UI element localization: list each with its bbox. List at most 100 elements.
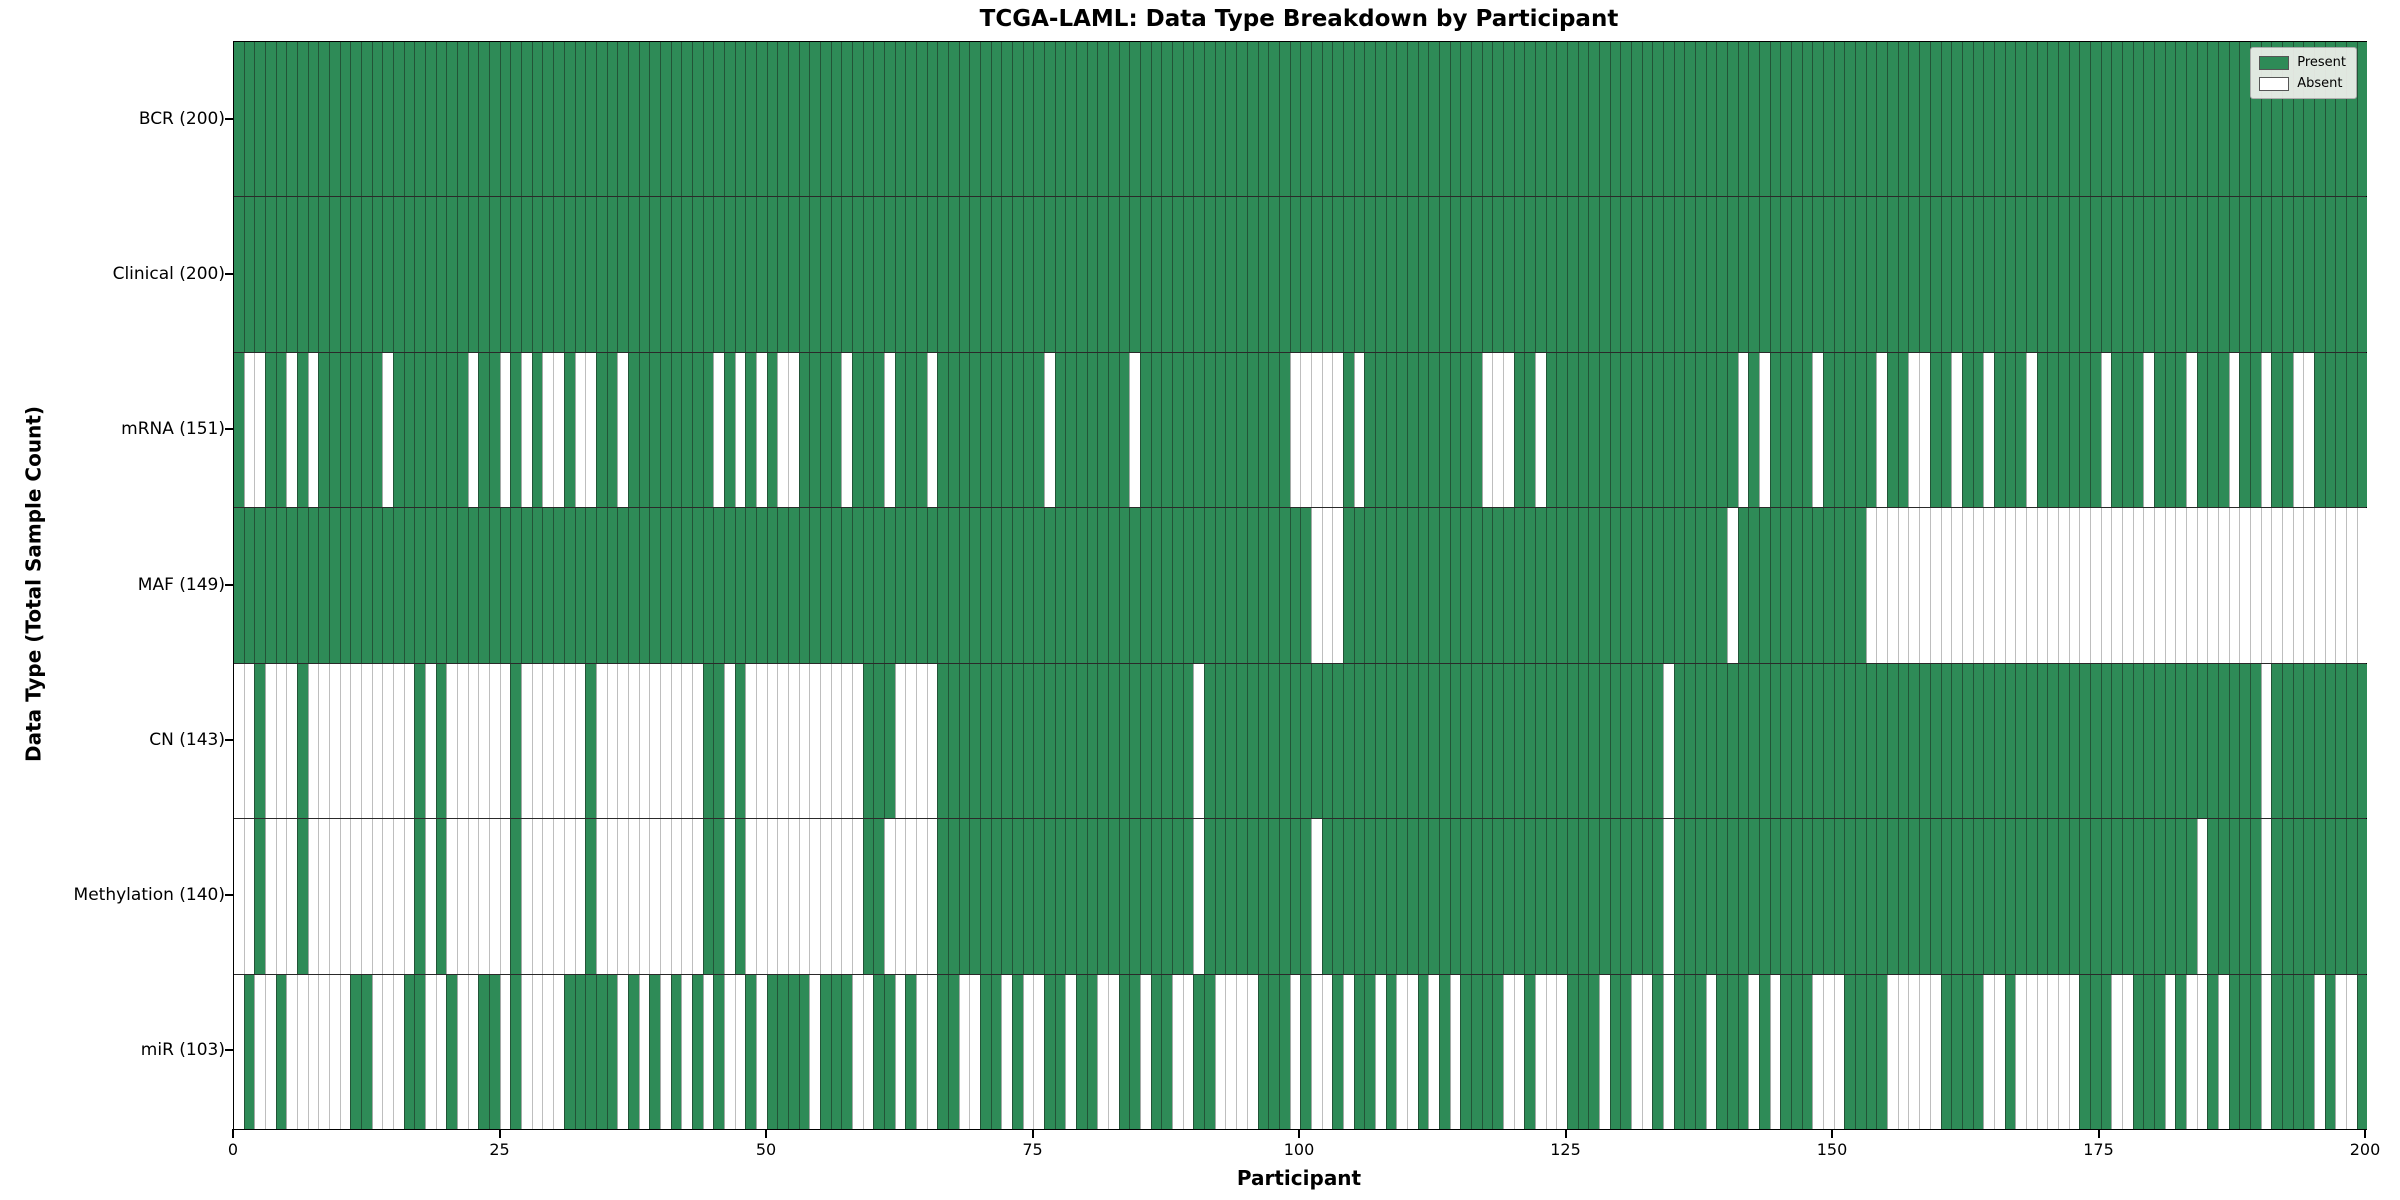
cell	[2314, 819, 2325, 974]
cell	[329, 42, 340, 197]
cell	[574, 197, 586, 352]
cell	[1673, 42, 1685, 197]
cell	[1727, 663, 1738, 819]
cell	[2207, 352, 2218, 508]
cell	[393, 352, 404, 508]
cell	[585, 974, 596, 1129]
cell	[1588, 819, 1599, 974]
cell	[2004, 197, 2016, 352]
cell	[1118, 508, 1130, 663]
cell	[691, 42, 703, 197]
cell	[243, 352, 255, 508]
cell	[1406, 352, 1418, 508]
cell	[265, 42, 276, 197]
cell	[1012, 197, 1023, 352]
cell	[2260, 508, 2272, 663]
cell	[265, 974, 276, 1129]
cell	[361, 819, 372, 974]
cell	[1716, 974, 1728, 1129]
cell	[2346, 42, 2357, 197]
cell	[883, 352, 895, 508]
cell	[1097, 508, 1109, 663]
cell	[777, 197, 788, 352]
cell	[1577, 197, 1589, 352]
cell	[2196, 197, 2208, 352]
cell	[1727, 819, 1738, 974]
cell	[2249, 508, 2261, 663]
cell	[1599, 819, 1610, 974]
cell	[1684, 508, 1696, 663]
cell	[1268, 819, 1279, 974]
cell	[1385, 197, 1397, 352]
cell	[553, 352, 564, 508]
x-tick-mark	[2097, 1129, 2100, 1138]
cell	[1534, 819, 1546, 974]
cell	[1470, 663, 1482, 819]
row-label-Methylation: Methylation (140)	[73, 885, 225, 906]
cell	[446, 663, 458, 819]
cell	[1161, 663, 1173, 819]
cell	[1502, 197, 1514, 352]
cell	[1780, 352, 1792, 508]
cell	[2068, 42, 2080, 197]
cell	[1214, 974, 1226, 1129]
cell	[243, 663, 255, 819]
cell	[1406, 974, 1418, 1129]
cell	[446, 974, 458, 1129]
cell	[1321, 508, 1333, 663]
cell	[350, 352, 362, 508]
cell	[681, 197, 692, 352]
cell	[958, 352, 970, 508]
cell	[2249, 819, 2261, 974]
cell	[755, 974, 767, 1129]
cell	[617, 974, 628, 1129]
cell	[478, 663, 490, 819]
cell	[307, 197, 319, 352]
cell	[2335, 508, 2347, 663]
cell	[1833, 352, 1845, 508]
cell	[510, 508, 522, 663]
cell	[1044, 663, 1055, 819]
cell	[254, 819, 266, 974]
cell	[659, 197, 671, 352]
cell	[329, 508, 340, 663]
cell	[1385, 663, 1397, 819]
cell	[1204, 508, 1215, 663]
cell	[339, 819, 351, 974]
cell	[1417, 197, 1429, 352]
cell	[1246, 819, 1258, 974]
cell	[307, 42, 319, 197]
cell	[1897, 974, 1909, 1129]
cell	[851, 974, 863, 1129]
cell	[1364, 352, 1375, 508]
cell	[1737, 663, 1749, 819]
cell	[1193, 508, 1205, 663]
cell	[659, 508, 671, 663]
cell	[2164, 819, 2176, 974]
cell	[1236, 974, 1247, 1129]
cell	[1246, 663, 1258, 819]
cell	[1342, 197, 1354, 352]
cell	[1001, 819, 1013, 974]
cell	[819, 819, 831, 974]
cell	[2335, 352, 2347, 508]
cell	[1289, 508, 1301, 663]
cell	[2143, 352, 2154, 508]
cell	[2047, 197, 2058, 352]
cell	[937, 42, 949, 197]
cell	[1855, 352, 1866, 508]
cell	[489, 974, 500, 1129]
cell	[1417, 42, 1429, 197]
cell	[1278, 819, 1290, 974]
cell	[734, 197, 746, 352]
cell	[2185, 974, 2197, 1129]
cell	[467, 819, 479, 974]
cell	[916, 974, 927, 1129]
cell	[2089, 352, 2101, 508]
cell	[1310, 352, 1322, 508]
cell	[1161, 508, 1173, 663]
cell	[787, 974, 799, 1129]
cell	[553, 974, 564, 1129]
cell	[1204, 819, 1215, 974]
cell	[1129, 663, 1141, 819]
